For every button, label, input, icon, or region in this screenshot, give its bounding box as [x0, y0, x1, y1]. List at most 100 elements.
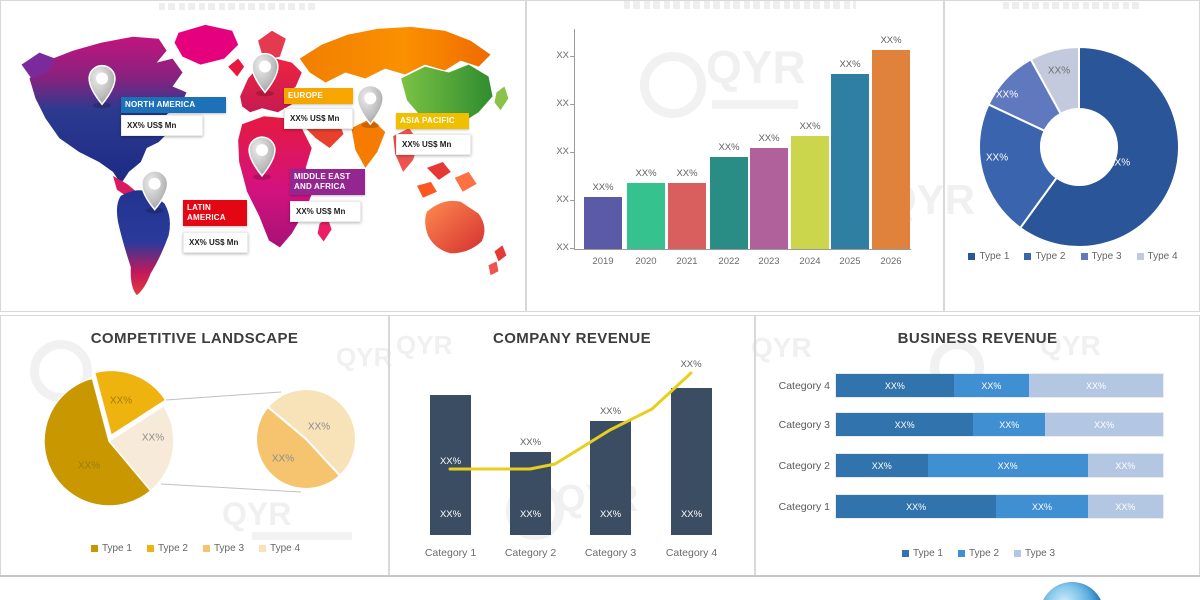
- watermark-underline: [252, 532, 352, 540]
- legend-label: Type 1: [912, 548, 943, 559]
- legend-item-type-3: Type 3: [203, 543, 244, 554]
- region-label-europe: EUROPE XX% US$ Mn: [284, 88, 353, 129]
- legend-item-type-2: Type 2: [1024, 251, 1066, 262]
- competitive-landscape-title: COMPETITIVE LANDSCAPE: [90, 330, 299, 347]
- legend-swatch: [901, 550, 909, 557]
- slice-label: XX%: [307, 421, 331, 433]
- legend-swatch: [968, 253, 976, 260]
- segment-type-1: XX%: [836, 413, 974, 436]
- stacked-bar-category-3: XX% XX% XX%: [835, 412, 1164, 437]
- region-value: XX% US$ Mn: [121, 115, 203, 136]
- segment-label: XX%: [1115, 501, 1136, 512]
- business-revenue-plot: Category 4 XX% XX% XX% Category 3 XX% XX% XX% Ca…: [756, 316, 1200, 577]
- slice-label: XX%: [1047, 65, 1071, 77]
- bar-2022: [710, 157, 748, 249]
- legend-swatch: [1024, 253, 1032, 260]
- bar-value-label: XX%: [592, 182, 614, 193]
- connector-line: [165, 391, 282, 401]
- bar-bottom-label: XX%: [599, 509, 622, 520]
- segment-label: XX%: [884, 380, 905, 391]
- region-value: XX% US$ Mn: [396, 134, 471, 155]
- y-axis: [574, 29, 575, 250]
- region-value: XX% US$ Mn: [284, 108, 353, 129]
- bar-value-label: XX%: [676, 168, 698, 179]
- trend-line: [448, 371, 693, 471]
- bar-mid-label: XX%: [439, 456, 462, 467]
- segment-type-3: XX%: [1087, 495, 1163, 518]
- x-tick-label: 2021: [676, 256, 698, 267]
- panel-business-revenue: BUSINESS REVENUE Category 4 XX% XX% XX% Cate…: [755, 315, 1200, 576]
- region-value: XX% US$ Mn: [290, 201, 361, 222]
- bar-value-label: XX%: [839, 59, 861, 70]
- segment-label: XX%: [894, 419, 915, 430]
- slice-label: XX%: [995, 89, 1019, 101]
- segment-label: XX%: [871, 460, 892, 471]
- y-tick-label: XX: [556, 242, 569, 253]
- cropped-title-remnant: [159, 3, 317, 10]
- region-label-north-america: NORTH AMERICA XX% US$ Mn: [121, 97, 226, 136]
- row-label-category-2: Category 2: [778, 459, 830, 472]
- bar-2026: [872, 50, 910, 249]
- pie-of-pie-plot: XX% XX% XX% XX% XX% Type 1 Type 2 Type 3 Type 4: [1, 316, 390, 577]
- x-tick-label: 2020: [635, 256, 657, 267]
- bar-value-label: XX%: [718, 142, 740, 153]
- watermark: QYR: [222, 496, 292, 532]
- watermark: QYR: [706, 41, 806, 93]
- bar-value-label: XX%: [635, 168, 657, 179]
- x-tick-label: 2023: [758, 256, 780, 267]
- bar-2024: [791, 136, 829, 249]
- bar-category-1: [430, 395, 471, 535]
- segment-type-3: XX%: [1045, 413, 1163, 436]
- segment-type-1: XX%: [836, 495, 997, 518]
- bar-top-label: XX%: [599, 406, 622, 417]
- main-pie-slice-other: [107, 404, 175, 492]
- legend-swatch: [146, 545, 154, 552]
- y-tick-label: XX: [556, 50, 569, 61]
- panel-annual-market-bar-chart: XX XX XX XX XX XX% 2019 XX% 2020 XX% 2021 XX% 2022 XX…: [526, 0, 944, 312]
- watermark-underline: [712, 100, 798, 109]
- pie-of-pie-chart: [43, 369, 358, 507]
- slice-label: XX%: [77, 460, 101, 472]
- segment-label: XX%: [906, 501, 927, 512]
- watermark: QYR: [396, 330, 453, 360]
- watermark: QYR: [336, 342, 393, 372]
- x-tick-label: Category 4: [665, 547, 718, 559]
- legend-swatch: [1136, 253, 1144, 260]
- bar-category-3: [590, 421, 631, 535]
- bar-top-label: XX%: [519, 437, 542, 448]
- bar-value-label: XX%: [758, 133, 780, 144]
- company-revenue-plot: XX% Category 1 XX% XX% Category 2 XX% XX% Categ…: [390, 316, 756, 577]
- stacked-bar-category-2: XX% XX% XX%: [835, 453, 1164, 478]
- y-tick-mark: [570, 104, 575, 105]
- legend-label: Type 2: [157, 543, 188, 554]
- main-pie-slice-type-2: [93, 369, 167, 437]
- segment-label: XX%: [1094, 419, 1115, 430]
- region-name: ASIA PACIFIC: [396, 113, 469, 129]
- legend: Type 1 Type 2 Type 3: [756, 548, 1200, 559]
- legend-label: Type 3: [214, 543, 245, 554]
- legend-item-type-2: Type 2: [146, 543, 188, 554]
- main-pie-slice-type-1: [43, 377, 152, 507]
- legend-item-type-4: Type 4: [1136, 251, 1178, 262]
- legend-label: Type 1: [979, 251, 1010, 262]
- row-label-category-1: Category 1: [778, 500, 830, 513]
- region-labels-layer: NORTH AMERICA XX% US$ Mn EUROPE XX% US$ Mn A…: [1, 1, 527, 313]
- world-map: [21, 24, 509, 296]
- legend-label: Type 4: [270, 543, 301, 554]
- donut-chart: [978, 45, 1180, 248]
- x-tick-label: 2024: [799, 256, 821, 267]
- segment-type-1: XX%: [836, 374, 954, 397]
- slice-label: XX%: [271, 453, 295, 465]
- panel-regional-market-map: NORTH AMERICA XX% US$ Mn EUROPE XX% US$ Mn A…: [0, 0, 526, 312]
- bar-2019: [584, 197, 622, 249]
- bar-value-label: XX%: [880, 35, 902, 46]
- slice-label: XX%: [985, 152, 1009, 164]
- legend-swatch: [259, 545, 267, 552]
- row-label-category-3: Category 3: [778, 418, 830, 431]
- bar-2021: [668, 183, 706, 249]
- legend-item-type-3: Type 3: [1014, 548, 1055, 559]
- watermark: QYR: [1040, 330, 1101, 361]
- segment-label: XX%: [1085, 380, 1106, 391]
- x-tick-label: 2026: [880, 256, 902, 267]
- region-label-middle-east-and-africa: MIDDLE EAST AND AFRICA XX% US$ Mn: [290, 169, 365, 222]
